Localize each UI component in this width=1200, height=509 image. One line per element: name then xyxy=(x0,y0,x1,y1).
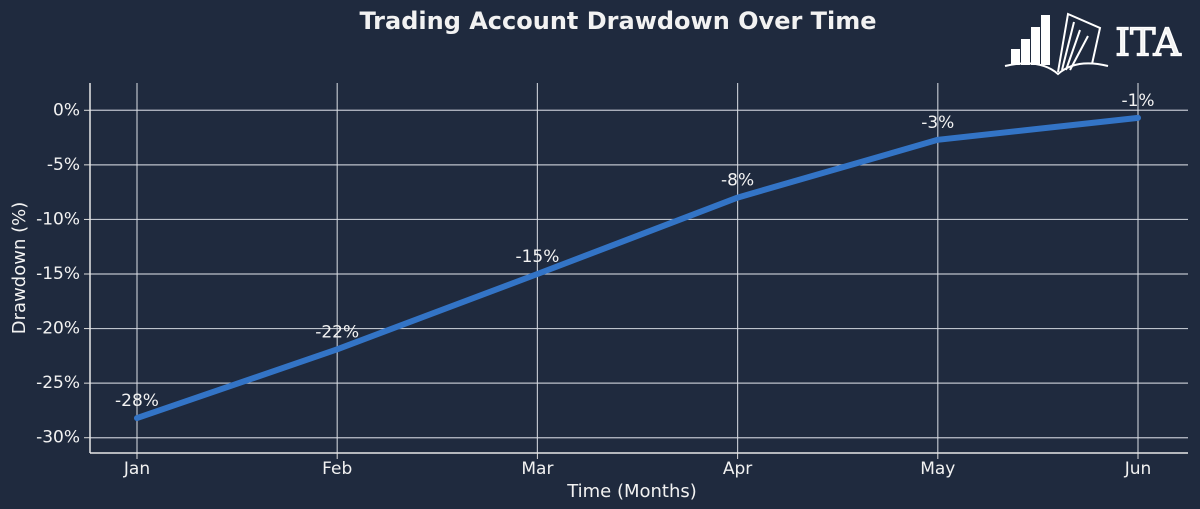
y-tick-label: -25% xyxy=(36,373,80,393)
x-tick-label: May xyxy=(920,459,955,479)
data-label: -28% xyxy=(115,391,159,411)
y-tick-label: -30% xyxy=(36,428,80,448)
data-label: -8% xyxy=(721,171,754,191)
logo-text: ITA xyxy=(1115,21,1181,65)
logo: ITA xyxy=(1004,12,1182,76)
data-label: -22% xyxy=(315,322,359,342)
data-label: -3% xyxy=(921,113,954,133)
x-axis-label: Time (Months) xyxy=(566,481,697,502)
y-tick-label: -20% xyxy=(36,319,80,339)
x-tick-label: Jun xyxy=(1124,459,1152,479)
x-tick-label: Mar xyxy=(521,459,553,479)
y-tick-label: -5% xyxy=(47,155,80,175)
line xyxy=(134,114,1141,422)
y-tick-label: -10% xyxy=(36,209,80,229)
x-tick-label: Feb xyxy=(322,459,352,479)
x-tick-label: Jan xyxy=(123,459,150,479)
y-tick-label: 0% xyxy=(53,100,80,120)
data-label: -15% xyxy=(515,247,559,267)
y-tick-label: -15% xyxy=(36,264,80,284)
x-tick-label: Apr xyxy=(723,459,752,479)
data-label: -1% xyxy=(1121,91,1154,111)
chart-title: Trading Account Drawdown Over Time xyxy=(359,7,876,35)
y-axis-label: Drawdown (%) xyxy=(9,202,30,334)
